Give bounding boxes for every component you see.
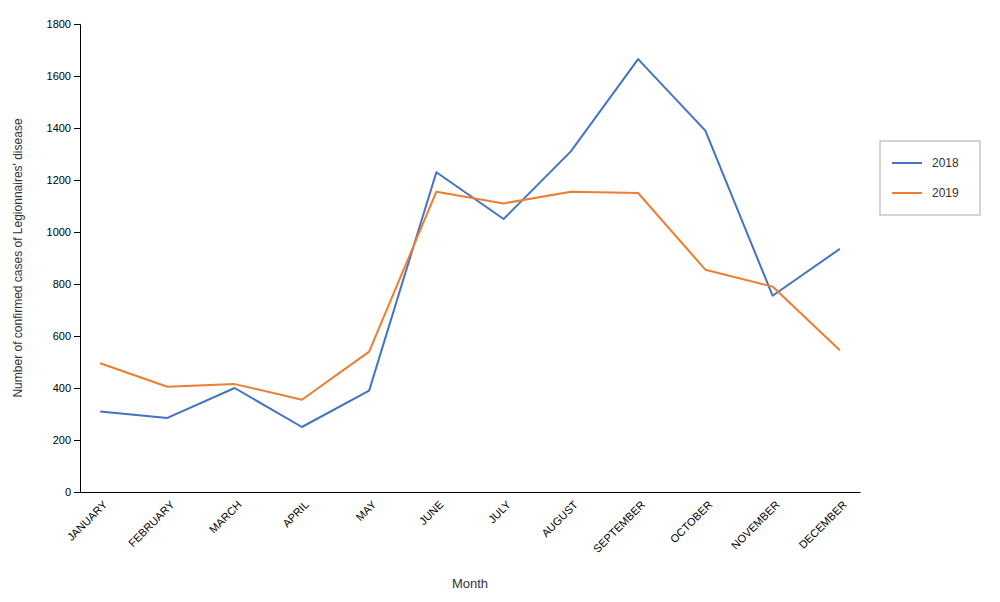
y-tick-mark <box>74 232 80 233</box>
y-tick-label: 1400 <box>47 122 71 134</box>
y-tick: 1000 <box>47 226 80 238</box>
y-tick-mark <box>74 492 80 493</box>
chart-container: 0 200 400 600 800 1000 1200 1400 1600 1800 JANUARY… <box>0 0 1000 602</box>
legend-item: 2018 <box>892 156 959 170</box>
y-tick-label: 0 <box>65 486 71 498</box>
x-tick: JUNE <box>417 498 446 527</box>
y-tick-mark <box>74 336 80 337</box>
y-tick-label: 600 <box>53 330 71 342</box>
y-axis: 0 200 400 600 800 1000 1200 1400 1600 1800 <box>47 18 81 498</box>
legend: 2018 2019 <box>880 141 980 215</box>
y-tick-label: 1000 <box>47 226 71 238</box>
legend-swatch <box>892 162 922 164</box>
x-axis-line <box>81 492 861 493</box>
x-tick: SEPTEMBER <box>591 498 648 555</box>
x-tick-label: APRIL <box>280 498 311 529</box>
x-tick: DECEMBER <box>796 498 849 551</box>
x-tick-label: FEBRUARY <box>126 498 177 549</box>
x-tick-label: JANUARY <box>65 498 110 543</box>
x-tick: OCTOBER <box>668 498 715 545</box>
y-tick: 1800 <box>47 18 80 30</box>
legend-item: 2019 <box>892 186 959 200</box>
legend-label: 2018 <box>932 156 959 170</box>
x-tick-label: OCTOBER <box>668 498 715 545</box>
y-tick-mark <box>74 284 80 285</box>
chart-svg: 0 200 400 600 800 1000 1200 1400 1600 1800 JANUARY… <box>0 0 1000 602</box>
x-axis: JANUARY FEBRUARY MARCH APRIL MAY JUNE JULY AUGU… <box>65 493 861 555</box>
plot: 0 200 400 600 800 1000 1200 1400 1600 1800 JANUARY… <box>47 18 861 555</box>
legend-swatch <box>892 192 922 194</box>
y-tick-label: 800 <box>53 278 71 290</box>
y-tick-mark <box>74 76 80 77</box>
y-tick: 400 <box>53 382 80 394</box>
y-tick-label: 1800 <box>47 18 71 30</box>
x-tick: AUGUST <box>539 498 580 539</box>
x-axis-title: Month <box>452 576 488 591</box>
x-tick-label: DECEMBER <box>796 498 849 551</box>
y-tick: 200 <box>53 434 80 446</box>
y-tick: 1400 <box>47 122 80 134</box>
x-tick-label: MAY <box>353 498 378 523</box>
y-tick-label: 400 <box>53 382 71 394</box>
y-axis-title: Number of confirmed cases of Legionnaire… <box>11 118 25 397</box>
y-tick-mark <box>74 24 80 25</box>
series-group <box>100 59 840 427</box>
y-tick: 1200 <box>47 174 80 186</box>
y-tick: 600 <box>53 330 80 342</box>
series-line <box>100 59 840 427</box>
legend-label: 2019 <box>932 186 959 200</box>
x-tick: FEBRUARY <box>126 498 177 549</box>
y-tick-label: 1200 <box>47 174 71 186</box>
x-tick-label: SEPTEMBER <box>591 498 648 555</box>
legend-frame <box>880 141 980 215</box>
y-axis-line <box>74 25 81 493</box>
y-tick: 800 <box>53 278 80 290</box>
x-tick-label: AUGUST <box>539 498 580 539</box>
y-tick: 0 <box>65 486 80 498</box>
y-tick-label: 200 <box>53 434 71 446</box>
x-tick-label: NOVEMBER <box>729 498 782 551</box>
x-tick: NOVEMBER <box>729 498 782 551</box>
y-tick-mark <box>74 440 80 441</box>
y-tick-mark <box>74 180 80 181</box>
x-tick-label: JUNE <box>417 498 446 527</box>
y-tick-label: 1600 <box>47 70 71 82</box>
y-tick-mark <box>74 388 80 389</box>
x-tick: MAY <box>353 498 378 523</box>
x-tick-label: MARCH <box>207 498 244 535</box>
series-line <box>100 192 840 400</box>
x-tick: MARCH <box>207 498 244 535</box>
x-tick-label: JULY <box>486 498 513 525</box>
x-tick: JULY <box>486 498 513 525</box>
y-tick: 1600 <box>47 70 80 82</box>
y-tick-mark <box>74 128 80 129</box>
x-tick: APRIL <box>280 498 311 529</box>
x-tick: JANUARY <box>65 498 110 543</box>
